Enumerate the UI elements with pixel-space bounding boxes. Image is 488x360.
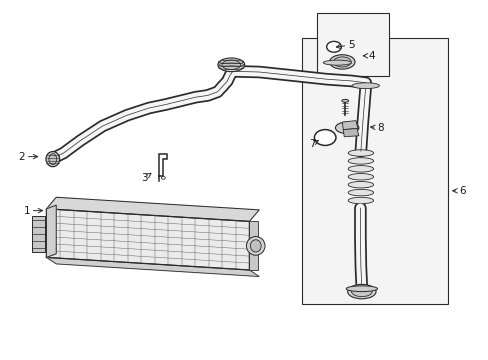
Ellipse shape <box>333 57 350 67</box>
Bar <box>316 13 388 76</box>
Ellipse shape <box>347 174 373 180</box>
Text: 5: 5 <box>336 40 354 50</box>
Ellipse shape <box>222 60 240 69</box>
Text: 4: 4 <box>363 51 374 61</box>
Circle shape <box>161 176 165 179</box>
Ellipse shape <box>347 189 373 196</box>
Polygon shape <box>46 197 259 221</box>
Ellipse shape <box>329 55 354 69</box>
Text: 1: 1 <box>23 206 42 216</box>
Ellipse shape <box>347 150 373 156</box>
Ellipse shape <box>323 60 351 65</box>
Ellipse shape <box>347 158 373 164</box>
Ellipse shape <box>347 197 373 204</box>
Bar <box>32 216 45 252</box>
Bar <box>302 38 447 304</box>
Text: 7: 7 <box>308 139 318 149</box>
Bar <box>249 221 258 270</box>
Circle shape <box>314 130 335 145</box>
Ellipse shape <box>246 237 264 255</box>
Polygon shape <box>46 205 56 257</box>
Ellipse shape <box>346 286 377 292</box>
Ellipse shape <box>335 122 358 134</box>
Ellipse shape <box>250 240 261 252</box>
Polygon shape <box>46 257 259 276</box>
Polygon shape <box>343 129 358 137</box>
Ellipse shape <box>351 287 371 297</box>
Ellipse shape <box>341 99 348 102</box>
Ellipse shape <box>347 284 375 299</box>
Ellipse shape <box>351 83 379 89</box>
Circle shape <box>326 41 341 52</box>
Ellipse shape <box>49 154 57 165</box>
Polygon shape <box>342 121 357 130</box>
Text: 3: 3 <box>141 173 151 183</box>
Ellipse shape <box>46 152 60 167</box>
Ellipse shape <box>218 58 244 72</box>
Polygon shape <box>46 209 249 270</box>
Text: 2: 2 <box>19 152 38 162</box>
Ellipse shape <box>347 181 373 188</box>
Ellipse shape <box>347 166 373 172</box>
Text: 6: 6 <box>452 186 465 196</box>
Text: 8: 8 <box>370 123 383 133</box>
